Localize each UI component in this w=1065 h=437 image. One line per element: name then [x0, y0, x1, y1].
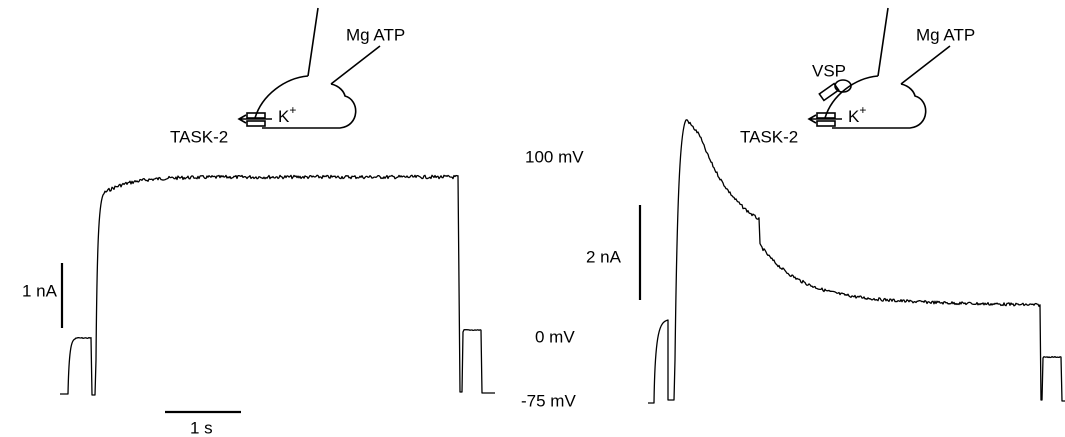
enzyme — [818, 82, 840, 102]
channel-label: TASK-2 — [740, 127, 798, 146]
arrow — [807, 114, 842, 124]
pipette-label: Mg ATP — [916, 25, 975, 44]
ion: K — [848, 107, 860, 126]
voltage-label: 0 mV — [535, 327, 575, 346]
channel — [246, 112, 266, 119]
current-trace — [60, 174, 495, 396]
current-scale-label: 1 nA — [22, 281, 58, 300]
ion-label: K+ — [848, 103, 866, 126]
right-schematic: Mg ATP VSP K+ TASK-2 — [740, 7, 975, 146]
enzyme-label: VSP — [812, 61, 846, 80]
voltage-label: -75 mV — [521, 391, 576, 410]
ion-charge: + — [289, 103, 296, 117]
ion-label: K+ — [278, 103, 296, 126]
arrow — [237, 114, 272, 124]
channel — [816, 120, 836, 127]
current-scale-label: 2 nA — [586, 247, 622, 266]
ion: K — [278, 107, 290, 126]
time-scale-label: 1 s — [190, 418, 213, 437]
enzyme — [834, 79, 852, 93]
channel — [816, 112, 836, 119]
ion-charge: + — [859, 103, 866, 117]
cell-outline — [824, 7, 951, 129]
pipette-label: Mg ATP — [346, 25, 405, 44]
cell-outline — [254, 7, 381, 129]
channel — [246, 120, 266, 127]
voltage-label: 100 mV — [525, 147, 584, 166]
channel-label: TASK-2 — [170, 127, 228, 146]
current-trace — [648, 119, 1065, 404]
left-schematic: Mg ATP K+ TASK-2 — [170, 7, 405, 146]
